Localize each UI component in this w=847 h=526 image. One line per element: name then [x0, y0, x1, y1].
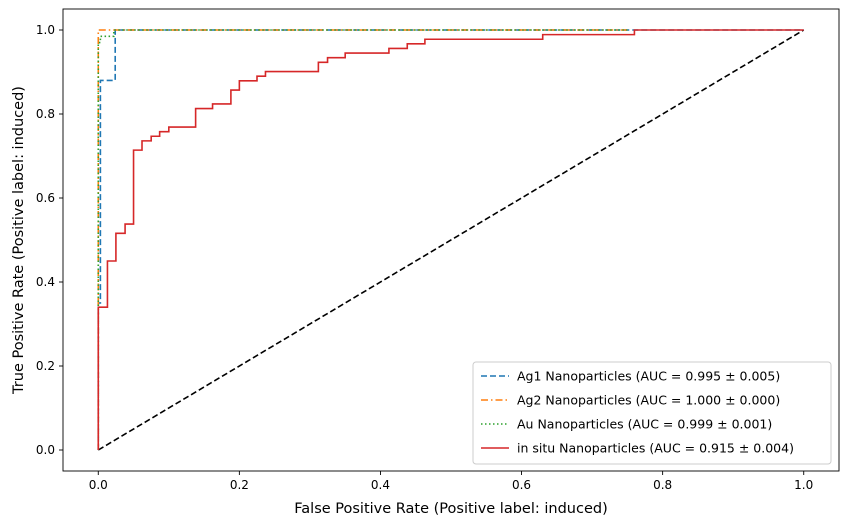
legend-box — [472, 361, 832, 465]
legend-label-1: Ag2 Nanoparticles (AUC = 1.000 ± 0.000) — [517, 393, 780, 408]
x-tick-label: 0.8 — [653, 478, 672, 492]
y-tick-label: 1.0 — [36, 23, 55, 37]
legend: Ag1 Nanoparticles (AUC = 0.995 ± 0.005) A… — [472, 361, 832, 465]
y-tick-label: 0.6 — [36, 191, 55, 205]
y-axis-ticks: 0.0 0.2 0.4 0.6 0.8 1.0 — [36, 23, 63, 457]
x-tick-label: 0.6 — [512, 478, 531, 492]
x-tick-label: 0.2 — [230, 478, 249, 492]
y-tick-label: 0.4 — [36, 275, 55, 289]
y-tick-label: 0.2 — [36, 359, 55, 373]
x-axis-label: False Positive Rate (Positive label: ind… — [294, 501, 607, 517]
x-axis-ticks: 0.0 0.2 0.4 0.6 0.8 1.0 — [89, 471, 813, 492]
x-tick-label: 0.4 — [371, 478, 390, 492]
legend-label-0: Ag1 Nanoparticles (AUC = 0.995 ± 0.005) — [517, 369, 780, 384]
chance-reference-line — [97, 29, 805, 451]
legend-label-2: Au Nanoparticles (AUC = 0.999 ± 0.001) — [517, 417, 772, 432]
legend-label-3: in situ Nanoparticles (AUC = 0.915 ± 0.0… — [517, 441, 794, 456]
series-line-3 — [97, 29, 804, 450]
y-tick-label: 0.8 — [36, 107, 55, 121]
x-tick-label: 0.0 — [89, 478, 108, 492]
y-tick-label: 0.0 — [36, 443, 55, 457]
x-tick-label: 1.0 — [794, 478, 813, 492]
plot-area — [97, 29, 805, 451]
y-axis-label: True Positive Rate (Positive label: indu… — [11, 86, 27, 395]
plot-frame — [62, 8, 840, 472]
